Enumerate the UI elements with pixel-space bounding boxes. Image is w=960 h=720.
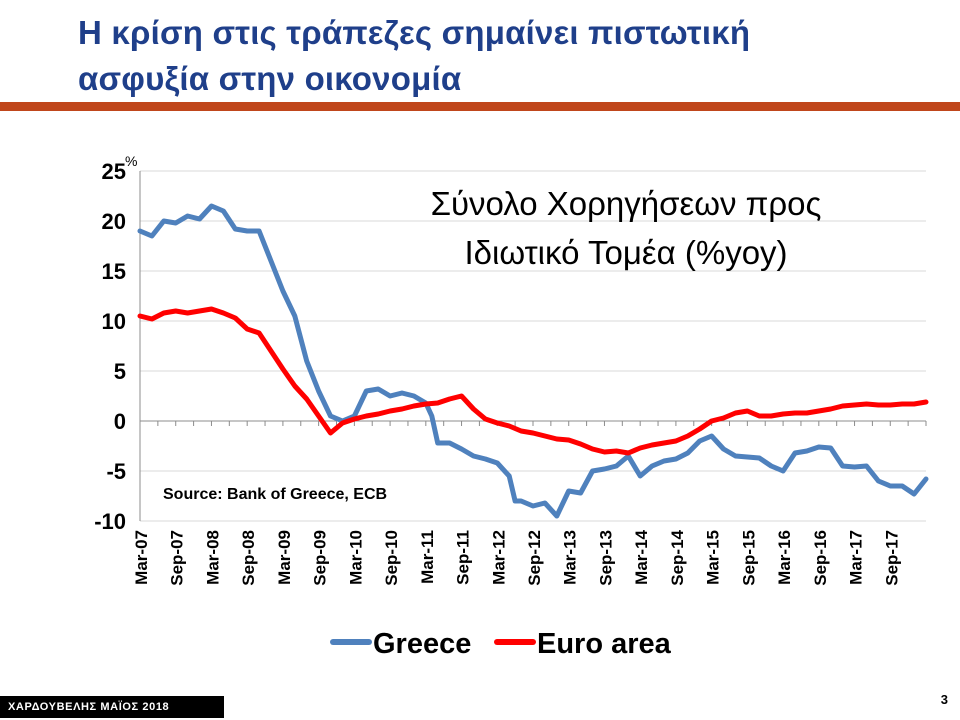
- title-divider: [0, 102, 960, 111]
- x-tick-label: Mar-12: [489, 530, 508, 585]
- credit-growth-chart: 25 20 15 10 5 0 -5 -10 Mar-07 Sep-07 Mar-08 Sep-08 M…: [94, 153, 929, 660]
- series-line-greece: [137, 203, 929, 519]
- x-tick-label: Mar-07: [132, 530, 151, 585]
- chart-title-line1: Σύνολο Χορηγήσεων προς: [431, 185, 822, 222]
- x-tick-label: Sep-16: [811, 530, 830, 586]
- y-tick-label: 5: [114, 359, 126, 384]
- legend-label: Euro area: [537, 628, 672, 660]
- x-tick-label: Sep-14: [668, 529, 687, 585]
- x-tick-label: Mar-13: [561, 530, 580, 585]
- x-tick-label: Sep-17: [882, 530, 901, 586]
- y-tick-label: -10: [94, 509, 126, 534]
- y-axis-unit: %: [125, 153, 137, 169]
- chart-labels: 25 20 15 10 5 0 -5 -10 Mar-07 Sep-07 Mar-08 Sep-08 M…: [94, 153, 901, 660]
- slide-title-line1: Η κρίση στις τράπεζες σημαίνει πιστωτική: [78, 14, 751, 51]
- y-tick-label: 0: [114, 409, 126, 434]
- y-tick-label: -5: [106, 459, 126, 484]
- slide-title: Η κρίση στις τράπεζες σημαίνει πιστωτική…: [78, 10, 938, 102]
- chart-title-line2: Ιδιωτικό Τομέα (%yoy): [464, 234, 787, 271]
- axes: [139, 171, 927, 521]
- series-lines: [137, 203, 929, 519]
- x-tick-label: Sep-07: [168, 530, 187, 586]
- x-tick-label: Sep-15: [739, 530, 758, 586]
- x-tick-label: Sep-08: [239, 530, 258, 586]
- gridlines: [140, 170, 926, 522]
- x-tick-label: Sep-09: [311, 530, 330, 586]
- x-tick-label: Mar-17: [847, 530, 866, 585]
- y-tick-label: 15: [102, 259, 126, 284]
- y-tick-label: 10: [102, 309, 126, 334]
- page-number: 3: [940, 692, 948, 707]
- x-tick-label: Sep-13: [596, 530, 615, 586]
- x-tick-label: Sep-12: [525, 530, 544, 586]
- y-tick-label: 25: [102, 159, 126, 184]
- footer-author: ΧΑΡΔΟΥΒΕΛΗΣ ΜΑΪΟΣ 2018: [0, 696, 224, 718]
- y-tick-label: 20: [102, 209, 126, 234]
- x-tick-label: Mar-08: [203, 530, 222, 585]
- x-tick-label: Mar-16: [775, 530, 794, 585]
- x-tick-label: Mar-09: [275, 530, 294, 585]
- x-tick-label: Sep-11: [454, 530, 473, 585]
- x-tick-label: Mar-14: [632, 529, 651, 584]
- source-note: Source: Bank of Greece, ECB: [163, 486, 387, 503]
- x-tick-label: Mar-10: [346, 530, 365, 585]
- x-tick-label: Sep-10: [382, 530, 401, 586]
- legend-label: Greece: [373, 628, 471, 660]
- slide-title-line2: ασφυξία στην οικονομία: [78, 60, 462, 97]
- series-line-euro-area: [137, 306, 929, 456]
- x-tick-label: Mar-15: [704, 530, 723, 585]
- x-tick-label: Mar-11: [418, 530, 437, 584]
